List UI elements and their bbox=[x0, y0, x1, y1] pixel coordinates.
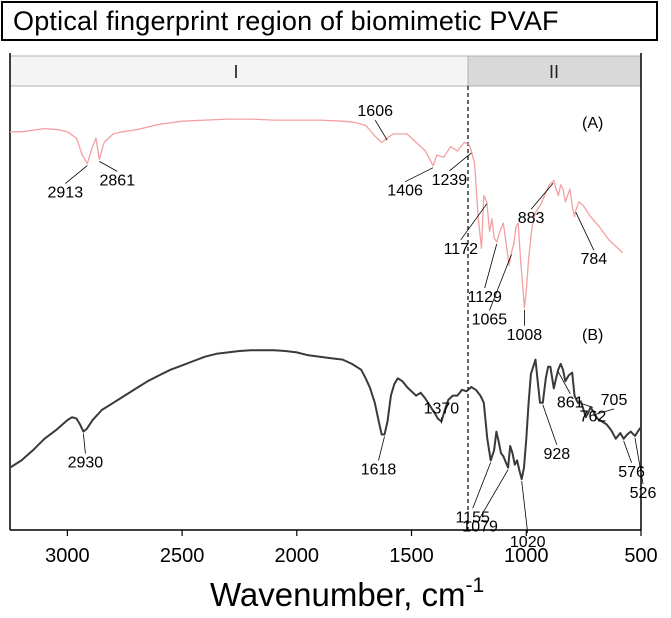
region-label-I: I bbox=[233, 62, 238, 82]
peak-leader bbox=[530, 182, 554, 210]
x-axis-label-main: Wavenumber bbox=[210, 576, 404, 613]
peak-leader bbox=[623, 440, 632, 463]
peak-label: 1008 bbox=[507, 327, 543, 344]
x-tick-label: 2500 bbox=[160, 545, 205, 567]
peak-label: 762 bbox=[580, 408, 607, 425]
peak-leader bbox=[449, 152, 472, 172]
chart-title: Optical fingerprint region of biomimetic… bbox=[13, 6, 559, 36]
peak-leader bbox=[580, 403, 594, 408]
peak-label: 1606 bbox=[357, 103, 393, 120]
series-label-A: (A) bbox=[582, 115, 603, 132]
peak-leader bbox=[404, 167, 434, 183]
peak-leader bbox=[634, 437, 644, 484]
peak-label: 1155 bbox=[455, 509, 490, 526]
spectrum-line-A bbox=[10, 118, 624, 309]
peak-leader bbox=[99, 161, 118, 172]
peak-label: 2861 bbox=[100, 172, 136, 189]
peak-leader bbox=[374, 119, 388, 141]
peak-label: 861 bbox=[557, 395, 584, 412]
peak-leader bbox=[83, 433, 86, 454]
peak-label: 2930 bbox=[68, 455, 104, 472]
x-tick-layer: 3000 2500 2000 1500 1000 500 bbox=[45, 530, 658, 567]
x-tick-label: 500 bbox=[624, 545, 657, 567]
peak-label: 2913 bbox=[48, 185, 84, 202]
peak-label: 883 bbox=[518, 210, 545, 227]
peak-label: 1370 bbox=[424, 401, 460, 418]
peak-leader bbox=[378, 436, 385, 461]
peak-label: 1239 bbox=[432, 172, 468, 189]
series-label-B: (B) bbox=[582, 327, 603, 344]
x-axis-label-unit: cm bbox=[421, 576, 466, 613]
x-axis-label-comma: , bbox=[403, 576, 413, 613]
region-bar-II bbox=[467, 55, 642, 87]
peak-leader bbox=[542, 404, 558, 445]
peak-label: 1618 bbox=[361, 462, 397, 479]
peak-leader bbox=[479, 469, 509, 518]
peak-label: 526 bbox=[630, 485, 657, 502]
x-tick-label: 3000 bbox=[45, 545, 90, 567]
peak-leader bbox=[472, 462, 492, 509]
peak-leader bbox=[484, 243, 498, 289]
peak-leader bbox=[460, 203, 488, 241]
peak-label: 1020 bbox=[510, 534, 546, 551]
x-axis-label-exponent: -1 bbox=[465, 574, 485, 597]
x-tick-label: 1000 bbox=[504, 545, 549, 567]
peak-leader bbox=[557, 371, 571, 394]
peak-label: 1065 bbox=[472, 312, 508, 329]
peak-label: 576 bbox=[618, 464, 645, 481]
peak-label: 1079 bbox=[462, 519, 498, 536]
peak-label: 1172 bbox=[444, 241, 479, 258]
peak-label: 928 bbox=[543, 446, 570, 463]
peak-leader bbox=[575, 212, 595, 251]
region-label-II: II bbox=[549, 62, 559, 82]
peak-leader bbox=[593, 408, 615, 416]
peak-label: 1406 bbox=[387, 183, 423, 200]
peak-leader bbox=[65, 165, 88, 184]
peak-label: 1129 bbox=[467, 289, 502, 306]
peak-leader bbox=[521, 481, 529, 534]
region-bar-I bbox=[9, 55, 469, 87]
peak-label: 705 bbox=[601, 392, 628, 409]
chart-title-box: Optical fingerprint region of biomimetic… bbox=[1, 1, 658, 41]
spectrum-line-B bbox=[9, 349, 642, 481]
x-axis-label: Wavenumber, cm-1 bbox=[210, 574, 485, 614]
peak-leader bbox=[489, 254, 512, 311]
x-tick-label: 2000 bbox=[275, 545, 320, 567]
series-layer bbox=[9, 118, 642, 481]
peak-label: 784 bbox=[580, 251, 607, 268]
x-tick-label: 1500 bbox=[389, 545, 434, 567]
